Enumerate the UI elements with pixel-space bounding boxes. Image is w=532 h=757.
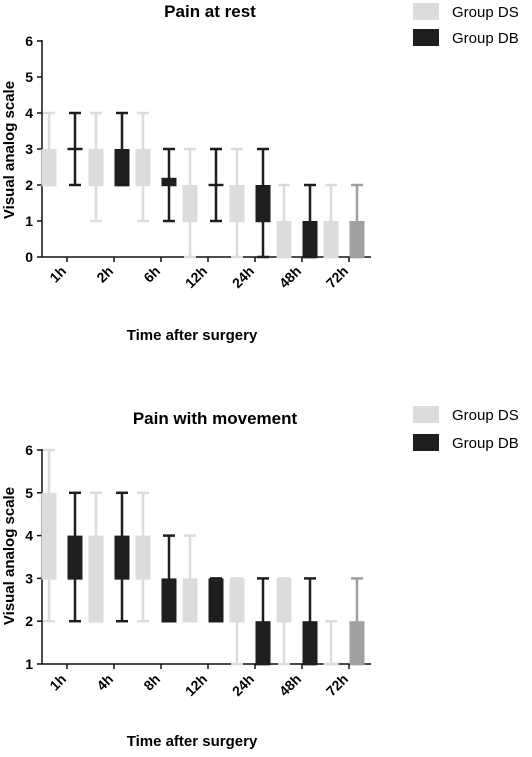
x-tick-label: 48h (276, 671, 304, 699)
y-tick-label: 0 (25, 249, 33, 265)
x-tick-label: 12h (182, 671, 210, 699)
box-group-db-2h (114, 111, 130, 187)
box-iqr (161, 177, 177, 185)
chart-pain-at-rest: Pain at rest Visual analog scale Time af… (1, 2, 519, 344)
box-group-db-1h (67, 491, 83, 623)
legend: Group DS Group DB (413, 3, 519, 47)
chart-title: Pain with movement (133, 409, 298, 428)
y-tick-label: 4 (25, 105, 33, 121)
box-group-ds-6h (135, 111, 151, 223)
box-iqr (276, 221, 292, 257)
box-group-db-48h (302, 183, 318, 259)
y-axis-label: Visual analog scale (1, 81, 18, 219)
box-iqr (255, 185, 271, 221)
legend-label-group-ds: Group DS (452, 4, 519, 21)
legend-swatch-group-ds (413, 3, 439, 20)
box-iqr (349, 221, 365, 257)
box-iqr (114, 149, 130, 185)
box-iqr (229, 185, 245, 221)
box-group-ds-24h (229, 577, 245, 666)
box-group-db-12h (208, 577, 224, 623)
box-group-ds-1h (41, 111, 57, 187)
box-iqr (67, 535, 83, 579)
x-tick-label: 6h (140, 263, 163, 286)
box-group-db-1h (67, 111, 83, 187)
legend-label-group-db: Group DB (452, 435, 519, 452)
y-tick-label: 1 (25, 656, 33, 672)
y-tick-label: 2 (25, 177, 33, 193)
x-tick-label: 2h (93, 263, 116, 286)
box-group-ds-12h (182, 147, 198, 259)
chart-title: Pain at rest (164, 2, 256, 21)
box-group-ds-12h (182, 534, 198, 623)
box-group-db-6h (161, 147, 177, 223)
y-tick-label: 2 (25, 613, 33, 629)
y-tick-label: 3 (25, 141, 33, 157)
box-iqr (255, 621, 271, 664)
box-iqr (41, 149, 57, 185)
box-iqr (161, 578, 177, 622)
box-group-ds-24h (229, 147, 245, 259)
y-tick-label: 1 (25, 213, 33, 229)
box-group-ds-48h (276, 577, 292, 666)
legend-swatch-group-ds (413, 406, 439, 423)
x-tick-label: 4h (93, 671, 116, 694)
y-tick-label: 5 (25, 69, 33, 85)
box-iqr (182, 578, 198, 622)
x-tick-label: 72h (323, 263, 351, 291)
y-axis-label: Visual analog scale (1, 487, 18, 625)
box-iqr (208, 578, 224, 622)
box-group-ds-48h (276, 183, 292, 259)
legend-label-group-ds: Group DS (452, 407, 519, 424)
x-tick-label: 12h (182, 263, 210, 291)
box-group-db-8h (161, 534, 177, 623)
box-group-ds-2h (88, 111, 104, 223)
box-group-ds-72h (323, 619, 339, 666)
box-iqr (182, 185, 198, 221)
box-group-db-72h (349, 577, 365, 666)
chart-pain-with-movement: Pain with movement Visual analog scale T… (1, 406, 519, 750)
y-tick-label: 6 (25, 33, 33, 49)
x-tick-label: 1h (46, 263, 69, 286)
x-tick-label: 24h (229, 263, 257, 291)
box-iqr (41, 492, 57, 579)
box-group-db-4h (114, 491, 130, 623)
x-axis-label: Time after surgery (127, 327, 258, 344)
box-iqr (229, 578, 245, 622)
x-tick-label: 1h (46, 671, 69, 694)
box-group-ds-1h (41, 448, 57, 623)
x-tick-label: 48h (276, 263, 304, 291)
box-iqr (135, 535, 151, 579)
box-group-db-24h (255, 577, 271, 666)
y-tick-label: 6 (25, 442, 33, 458)
y-tick-label: 4 (25, 528, 33, 544)
box-group-db-24h (255, 147, 271, 259)
y-tick-label: 5 (25, 485, 33, 501)
legend-swatch-group-db (413, 434, 439, 451)
box-iqr (323, 221, 339, 257)
box-iqr (114, 535, 130, 579)
box-group-db-48h (302, 577, 318, 666)
box-iqr (302, 221, 318, 257)
box-iqr (349, 621, 365, 664)
box-group-db-72h (349, 183, 365, 259)
x-tick-label: 72h (323, 671, 351, 699)
box-group-ds-4h (88, 491, 104, 623)
y-tick-label: 3 (25, 570, 33, 586)
x-tick-label: 24h (229, 671, 257, 699)
legend: Group DS Group DB (413, 406, 519, 452)
legend-label-group-db: Group DB (452, 30, 519, 47)
legend-swatch-group-db (413, 29, 439, 46)
x-axis-label: Time after surgery (127, 733, 258, 750)
box-iqr (302, 621, 318, 664)
box-iqr (88, 535, 104, 622)
box-group-db-12h (208, 147, 224, 223)
box-iqr (135, 149, 151, 185)
box-group-ds-72h (323, 183, 339, 259)
box-group-ds-8h (135, 491, 151, 623)
box-iqr (88, 149, 104, 185)
x-tick-label: 8h (140, 671, 163, 694)
box-iqr (276, 578, 292, 622)
